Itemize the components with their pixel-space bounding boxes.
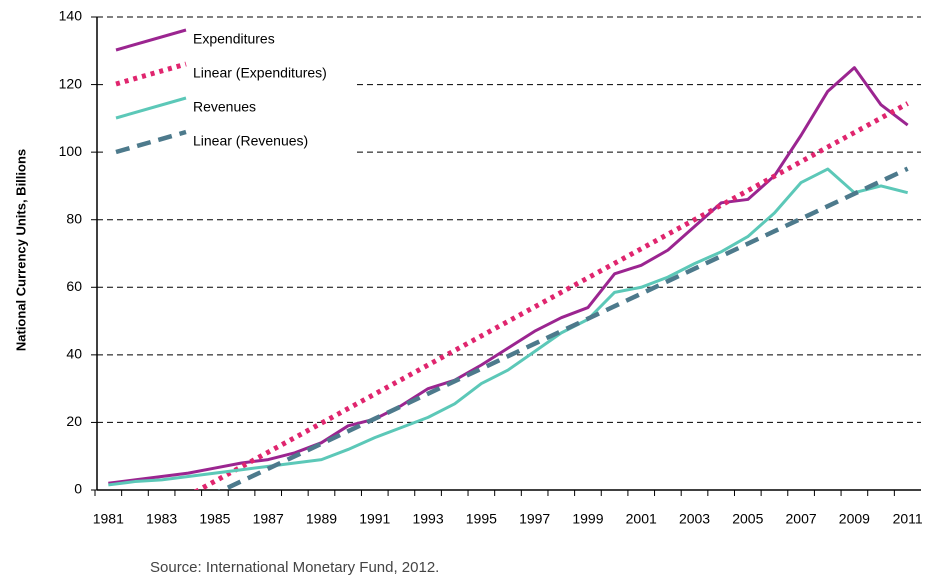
y-tick-label: 100 [59,143,83,159]
x-tick-label: 1999 [572,511,603,527]
series-line [217,166,909,490]
x-tick-label: 1989 [306,511,337,527]
y-tick-label: 120 [59,75,83,91]
y-axis-label: National Currency Units, Billions [13,149,28,351]
y-tick-label: 0 [74,481,82,497]
y-tick-label: 80 [66,210,82,226]
x-tick-label: 1983 [146,511,177,527]
source: Source: International Monetary Fund, 201… [150,559,439,576]
x-tick-label: 1987 [253,511,284,527]
y-tick-label: 60 [66,278,82,294]
legend-swatch [115,96,187,120]
x-tick-label: 2009 [839,511,870,527]
legend-label: Expenditures [193,31,275,47]
x-tick-label: 1985 [199,511,230,527]
plot-lines [108,66,909,490]
x-tick-label: 2011 [893,511,923,527]
x-tick-label: 2003 [679,511,710,527]
series-line [108,167,909,487]
x-tick-label: 2007 [786,511,817,527]
legend-swatch [115,129,187,155]
legend-label: Linear (Expenditures) [193,65,327,81]
legend-box [105,20,353,160]
x-tick-label: 1995 [466,511,497,527]
x-tick-label: 1991 [359,511,390,527]
y-tick-label: 40 [66,346,82,362]
x-tick-label: 2001 [626,511,657,527]
legend-label: Revenues [193,99,256,115]
y-tick-label: 140 [59,8,83,24]
legend-swatch [115,61,187,87]
legend-label: Linear (Revenues) [193,133,308,149]
x-tick-label: 1993 [412,511,443,527]
x-tick-label: 1981 [93,511,124,527]
x-tick-label: 2005 [732,511,763,527]
y-tick-label: 20 [66,413,82,429]
series-line [193,101,909,490]
legend-swatch [115,28,187,52]
x-tick-label: 1997 [519,511,550,527]
